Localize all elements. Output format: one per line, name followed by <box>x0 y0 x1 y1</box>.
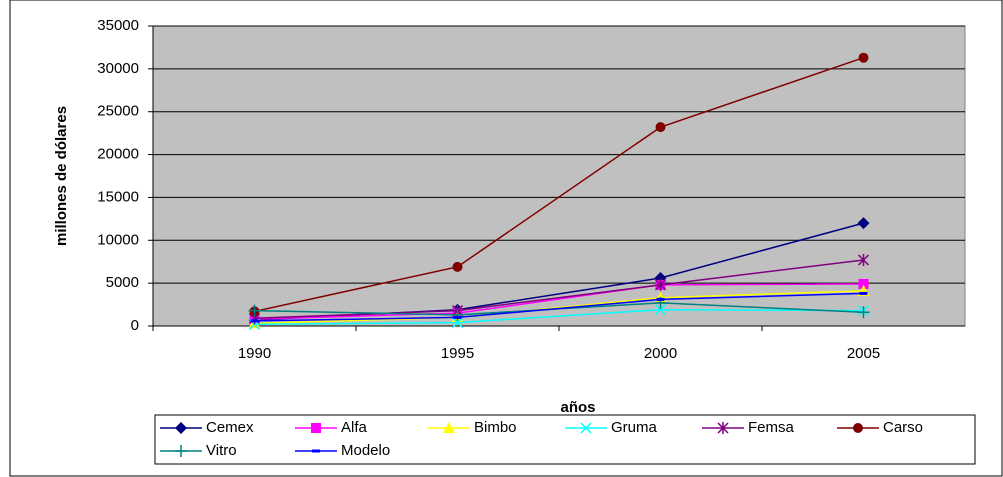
y-tick-label: 0 <box>131 317 139 334</box>
y-tick-label: 20000 <box>97 146 139 163</box>
plot-area <box>152 25 966 327</box>
marker <box>858 52 869 63</box>
series-line <box>254 290 864 325</box>
y-tick-label: 30000 <box>97 60 139 77</box>
marker <box>248 304 261 317</box>
legend-item: Alfa <box>295 419 368 436</box>
marker <box>857 306 870 319</box>
x-tick-label: 1995 <box>441 345 474 362</box>
x-tick-label: 2000 <box>644 345 677 362</box>
x-axis-label: años <box>560 399 595 416</box>
marker <box>857 217 870 230</box>
series-line <box>254 57 864 313</box>
marker <box>859 291 868 295</box>
legend-marker <box>312 449 320 453</box>
series-line <box>254 283 864 320</box>
marker <box>857 254 870 266</box>
marker <box>656 297 665 301</box>
legend-marker <box>175 445 187 457</box>
legend-marker <box>443 422 455 433</box>
legend-item: Gruma <box>565 419 658 436</box>
legend-label: Cemex <box>206 419 254 436</box>
legend-marker <box>853 423 863 433</box>
legend-item: Cemex <box>160 419 254 436</box>
marker <box>453 315 462 319</box>
legend-item: Femsa <box>702 419 795 436</box>
legend-label: Alfa <box>341 419 368 436</box>
legend-item: Carso <box>837 419 923 436</box>
legend-item: Modelo <box>295 442 390 459</box>
y-tick-label: 10000 <box>97 231 139 248</box>
marker <box>655 122 666 133</box>
legend-label: Gruma <box>611 419 658 436</box>
series-line <box>254 292 864 322</box>
x-tick-label: 1990 <box>238 345 271 362</box>
marker <box>452 261 463 272</box>
x-tick-label: 2005 <box>847 345 880 362</box>
y-tick-label: 5000 <box>106 274 139 291</box>
legend-item: Bimbo <box>428 419 517 436</box>
legend-box <box>154 414 976 465</box>
legend-marker <box>580 422 592 434</box>
series <box>248 254 870 325</box>
y-axis-label: millones de dólares <box>53 106 70 246</box>
marker <box>654 304 667 316</box>
legend-label: Vitro <box>206 442 237 459</box>
legend-label: Bimbo <box>474 419 517 436</box>
marker <box>654 278 667 291</box>
series-line <box>254 259 864 320</box>
marker <box>451 317 464 329</box>
marker <box>250 319 259 323</box>
legend-label: Carso <box>883 419 923 436</box>
y-tick-label: 35000 <box>97 17 139 34</box>
legend-marker <box>717 422 729 434</box>
legend-marker <box>175 422 187 434</box>
series-line <box>254 308 864 326</box>
legend-item: Vitro <box>160 442 237 459</box>
marker <box>858 279 869 289</box>
series <box>250 291 868 323</box>
legend-label: Femsa <box>748 419 795 436</box>
legend-marker <box>311 423 321 433</box>
y-tick-label: 25000 <box>97 103 139 120</box>
y-tick-label: 15000 <box>97 188 139 205</box>
legend-label: Modelo <box>341 442 390 459</box>
